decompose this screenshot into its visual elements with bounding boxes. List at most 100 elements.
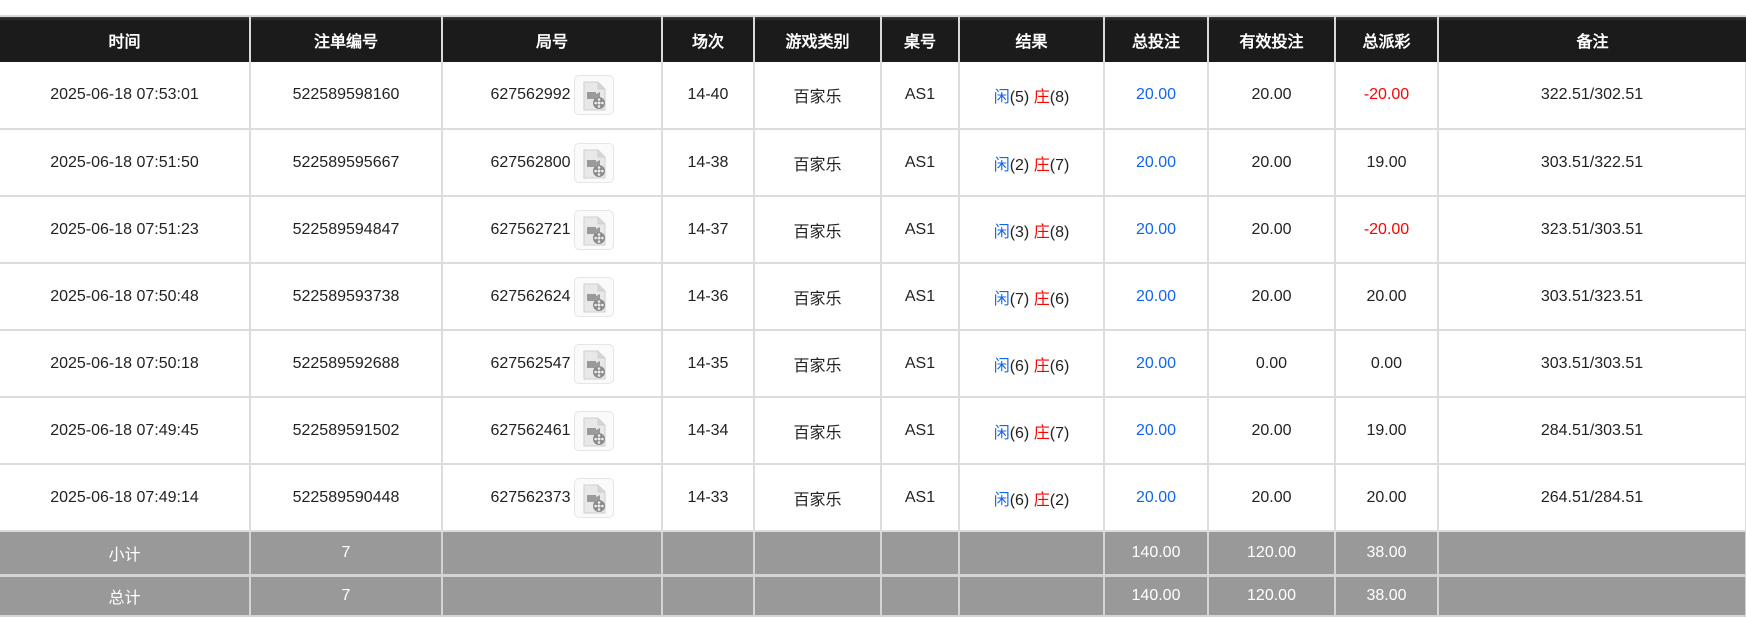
valid-bet-cell: 20.00 <box>1207 464 1336 532</box>
bet-id-cell: 522589595667 <box>249 129 443 197</box>
header-game-type[interactable]: 游戏类别 <box>753 15 881 62</box>
summary-total-bet: 140.00 <box>1103 573 1209 617</box>
player-score: (6) <box>1009 491 1030 509</box>
video-file-icon[interactable] <box>573 75 614 115</box>
note-cell: 323.51/303.51 <box>1437 196 1746 264</box>
banker-score: (2) <box>1049 491 1070 509</box>
total-bet-cell: 20.00 <box>1103 196 1209 264</box>
game-type-cell: 百家乐 <box>753 196 882 264</box>
table-row: 2025-06-18 07:51:50 522589595667 6275628… <box>0 129 1746 197</box>
video-file-icon[interactable] <box>573 477 614 518</box>
banker-label: 庄 <box>1033 290 1050 308</box>
video-file-icon[interactable] <box>573 209 614 250</box>
shoe-cell: 14-34 <box>661 397 755 465</box>
result-cell: 闲(6) 庄(7) <box>958 397 1105 465</box>
payout-cell: 20.00 <box>1334 464 1439 532</box>
header-bet-id[interactable]: 注单编号 <box>249 15 442 62</box>
round-number: 627562547 <box>490 354 571 372</box>
round-cell: 627562800 <box>441 129 663 197</box>
time-cell: 2025-06-18 07:53:01 <box>0 62 251 130</box>
round-number: 627562624 <box>490 287 571 305</box>
payout-cell: 20.00 <box>1334 263 1439 331</box>
result-cell: 闲(2) 庄(7) <box>958 129 1105 197</box>
header-payout[interactable]: 总派彩 <box>1334 15 1438 62</box>
header-total-bet[interactable]: 总投注 <box>1103 15 1208 62</box>
result-cell: 闲(5) 庄(8) <box>958 62 1105 130</box>
note-cell: 322.51/302.51 <box>1437 62 1746 130</box>
header-shoe[interactable]: 场次 <box>661 15 754 62</box>
banker-score: (7) <box>1049 424 1070 442</box>
video-file-icon[interactable] <box>573 410 614 451</box>
player-score: (2) <box>1009 156 1030 174</box>
bet-records-table: 时间 注单编号 局号 场次 游戏类别 桌号 结果 总投注 有效投注 总派彩 备注 2025-06-1… <box>0 15 1746 617</box>
payout-cell: -20.00 <box>1334 196 1439 264</box>
banker-label: 庄 <box>1033 357 1050 375</box>
table-row: 2025-06-18 07:53:01 522589598160 6275629… <box>0 62 1746 130</box>
table-row: 2025-06-18 07:50:18 522589592688 6275625… <box>0 330 1746 398</box>
table-no-cell: AS1 <box>880 129 960 197</box>
header-valid-bet[interactable]: 有效投注 <box>1207 15 1335 62</box>
video-file-icon[interactable] <box>573 343 614 384</box>
shoe-cell: 14-37 <box>661 196 755 264</box>
table-no-cell: AS1 <box>880 196 960 264</box>
header-table-no[interactable]: 桌号 <box>880 15 959 62</box>
time-cell: 2025-06-18 07:51:50 <box>0 129 251 197</box>
round-cell: 627562721 <box>441 196 663 264</box>
player-score: (7) <box>1009 290 1030 308</box>
shoe-cell: 14-35 <box>661 330 755 398</box>
banker-label: 庄 <box>1033 89 1050 106</box>
total-row: 总计 7 140.00 120.00 38.00 <box>0 573 1746 617</box>
valid-bet-cell: 20.00 <box>1207 62 1336 130</box>
bet-id-cell: 522589593738 <box>249 263 443 331</box>
summary-valid-bet: 120.00 <box>1207 573 1336 617</box>
table-no-cell: AS1 <box>880 263 960 331</box>
table-header: 时间 注单编号 局号 场次 游戏类别 桌号 结果 总投注 有效投注 总派彩 备注 <box>0 15 1746 62</box>
banker-score: (6) <box>1049 290 1070 308</box>
round-number: 627562800 <box>490 153 571 171</box>
game-type-cell: 百家乐 <box>753 62 882 130</box>
player-score: (6) <box>1009 424 1030 442</box>
game-type-cell: 百家乐 <box>753 330 882 398</box>
banker-label: 庄 <box>1033 223 1050 241</box>
player-label: 闲 <box>993 223 1010 241</box>
total-bet-cell: 20.00 <box>1103 263 1209 331</box>
banker-score: (8) <box>1049 223 1070 241</box>
bet-id-cell: 522589594847 <box>249 196 443 264</box>
total-bet-cell: 20.00 <box>1103 330 1209 398</box>
note-cell: 284.51/303.51 <box>1437 397 1746 465</box>
player-label: 闲 <box>993 156 1010 174</box>
table-row: 2025-06-18 07:50:48 522589593738 6275626… <box>0 263 1746 331</box>
round-cell: 627562624 <box>441 263 663 331</box>
shoe-cell: 14-40 <box>661 62 755 130</box>
summary-label: 总计 <box>0 573 251 617</box>
header-time[interactable]: 时间 <box>0 15 250 62</box>
header-round[interactable]: 局号 <box>441 15 662 62</box>
subtotal-row: 小计 7 140.00 120.00 38.00 <box>0 531 1746 576</box>
time-cell: 2025-06-18 07:51:23 <box>0 196 251 264</box>
header-result[interactable]: 结果 <box>958 15 1104 62</box>
result-cell: 闲(6) 庄(2) <box>958 464 1105 532</box>
summary-count: 7 <box>249 531 443 576</box>
valid-bet-cell: 0.00 <box>1207 330 1336 398</box>
header-note[interactable]: 备注 <box>1437 15 1746 62</box>
time-cell: 2025-06-18 07:49:14 <box>0 464 251 532</box>
banker-score: (6) <box>1049 357 1070 375</box>
payout-cell: -20.00 <box>1334 62 1439 130</box>
shoe-cell: 14-33 <box>661 464 755 532</box>
banker-label: 庄 <box>1033 424 1050 442</box>
video-file-icon[interactable] <box>573 276 614 317</box>
banker-score: (7) <box>1049 156 1070 174</box>
bet-id-cell: 522589598160 <box>249 62 443 130</box>
payout-cell: 0.00 <box>1334 330 1439 398</box>
time-cell: 2025-06-18 07:50:48 <box>0 263 251 331</box>
valid-bet-cell: 20.00 <box>1207 263 1336 331</box>
bet-id-cell: 522589592688 <box>249 330 443 398</box>
round-cell: 627562547 <box>441 330 663 398</box>
valid-bet-cell: 20.00 <box>1207 196 1336 264</box>
table-no-cell: AS1 <box>880 464 960 532</box>
video-file-icon[interactable] <box>573 142 614 183</box>
round-cell: 627562461 <box>441 397 663 465</box>
result-cell: 闲(6) 庄(6) <box>958 330 1105 398</box>
summary-label: 小计 <box>0 531 251 576</box>
note-cell: 303.51/303.51 <box>1437 330 1746 398</box>
